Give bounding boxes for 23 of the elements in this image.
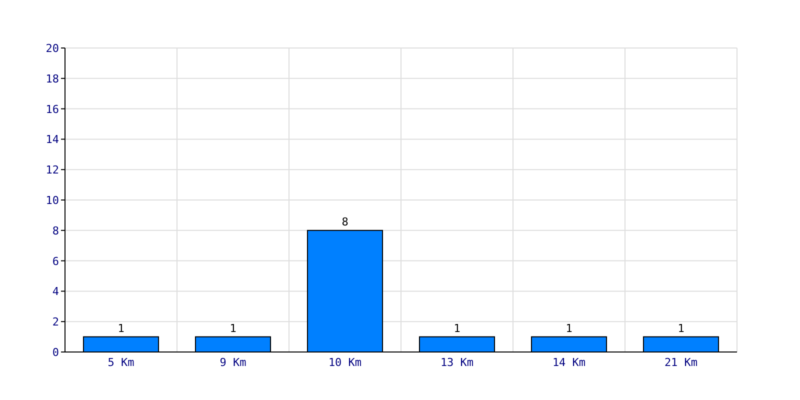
- x-tick-label: 5 Km: [108, 356, 135, 369]
- y-tick-label: 6: [52, 254, 59, 268]
- data-label: 1: [566, 322, 572, 335]
- data-label: 1: [678, 322, 684, 335]
- y-tick-label: 2: [52, 316, 59, 329]
- y-tick-label: 18: [46, 72, 59, 86]
- x-tick-label: 10 Km: [328, 356, 362, 369]
- data-label: 1: [454, 322, 460, 335]
- y-tick-label: 16: [46, 102, 59, 116]
- y-tick-label: 14: [46, 133, 60, 146]
- y-tick-label: 20: [46, 42, 59, 55]
- x-tick-label: 21 Km: [664, 356, 698, 369]
- data-label: 8: [342, 215, 348, 228]
- y-tick-label: 8: [52, 224, 59, 238]
- x-tick-label: 9 Km: [220, 356, 247, 369]
- x-tick-label: 13 Km: [440, 356, 474, 369]
- y-tick-label: 0: [52, 346, 59, 359]
- x-tick-label: 14 Km: [552, 356, 586, 369]
- y-tick-label: 12: [46, 164, 59, 177]
- y-tick-label: 4: [52, 285, 60, 298]
- y-tick-label: 10: [46, 194, 59, 207]
- data-label: 1: [230, 322, 236, 335]
- data-label: 1: [118, 322, 124, 335]
